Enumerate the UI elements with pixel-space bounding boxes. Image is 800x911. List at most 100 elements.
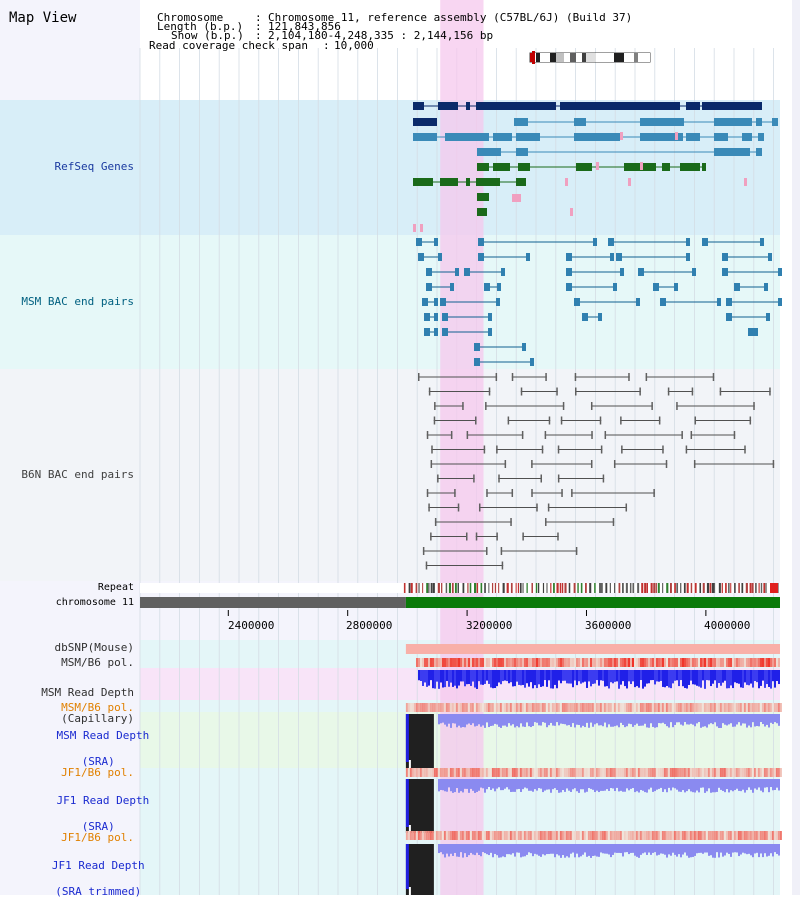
depth-bar-capillary xyxy=(586,670,588,688)
depth-bar-capillary xyxy=(728,670,730,689)
msm-pol-sra-heat-cell xyxy=(537,703,540,712)
msm-depth-sra-label[interactable]: MSM Read Depth (SRA) xyxy=(30,716,150,781)
msm-pol-sra-heat-cell xyxy=(481,703,484,712)
msm-pol-heat-cell xyxy=(464,658,466,667)
repeat-feature xyxy=(561,583,564,593)
jf1-pol-trim-heat-cell xyxy=(651,831,654,840)
jf1-pol-trim-heat-cell xyxy=(445,831,448,840)
msm-pol-heat-cell xyxy=(450,658,452,667)
depth-bar-sra xyxy=(562,844,564,856)
msm-pol-sra-heat-cell xyxy=(451,703,454,712)
msm-pol-sra-heat-cell xyxy=(463,703,466,712)
jf1-pol-trim-heat-cell xyxy=(751,831,754,840)
depth-bar-sra xyxy=(528,779,530,791)
depth-bar-sra xyxy=(446,844,448,854)
jf1-pol-heat-cell xyxy=(527,768,530,777)
ideogram-band xyxy=(576,53,582,62)
depth-bar-capillary xyxy=(608,670,610,689)
bac-end-marker xyxy=(488,328,492,336)
bac-end-marker xyxy=(608,238,614,246)
msm-pol-sra-heat-cell xyxy=(435,703,438,712)
b6n-bac-end-marker xyxy=(431,445,433,454)
jf1-pol-heat-cell xyxy=(453,768,456,777)
repeat-feature xyxy=(542,583,545,593)
depth-bar-sra xyxy=(405,844,409,889)
depth-bar-capillary xyxy=(532,670,534,689)
depth-bar-capillary xyxy=(744,670,746,683)
depth-bar-sra xyxy=(656,779,658,790)
repeat-feature xyxy=(474,583,477,593)
msm-pol-sra-heat-cell xyxy=(745,703,748,712)
gene-pink-feature xyxy=(596,162,599,170)
msm-pol-heat-cell xyxy=(638,658,640,667)
depth-bar-sra xyxy=(502,844,504,857)
jf1-depth-trim-label[interactable]: JF1 Read Depth (SRA trimmed) xyxy=(24,846,146,911)
depth-bar-sra xyxy=(698,844,700,853)
msm-pol-track-label[interactable]: MSM/B6 pol. xyxy=(61,656,134,669)
msm-pol-heat-cell xyxy=(576,658,578,667)
jf1-pol-heat-cell xyxy=(723,768,726,777)
dbsnp-track-label[interactable]: dbSNP(Mouse) xyxy=(54,641,134,654)
bac-end-marker xyxy=(496,298,500,306)
msm-pol-heat-cell xyxy=(542,658,544,667)
depth-bar-capillary xyxy=(584,670,586,682)
msm-pol-sra-heat-cell xyxy=(431,703,434,712)
msm-pol-sra-heat-cell xyxy=(519,703,522,712)
depth-bar-capillary xyxy=(778,670,780,685)
b6n-bac-end-marker xyxy=(561,489,563,497)
msm-pol-sra-heat-cell xyxy=(541,703,544,712)
depth-bar-sra xyxy=(774,779,776,790)
msm-depth-capillary-label[interactable]: MSM Read Depth (Capillary) xyxy=(15,673,134,738)
jf1-pol-heat-cell xyxy=(565,768,568,777)
msm-pol-sra-heat-cell xyxy=(609,703,612,712)
refseq-track-label[interactable]: RefSeq Genes xyxy=(54,160,134,173)
depth-bar-capillary xyxy=(522,670,524,685)
jf1-pol-trim-heat-cell xyxy=(553,831,556,840)
msm-pol-heat-cell xyxy=(662,658,664,667)
depth-bar-capillary xyxy=(528,670,530,687)
msm-pol-sra-heat-cell xyxy=(491,703,494,712)
repeat-feature xyxy=(426,583,429,593)
depth-bar-sra xyxy=(488,714,490,728)
depth-bar-sra xyxy=(548,844,550,855)
msm-pol-heat-cell xyxy=(692,658,694,667)
msm-pol-heat-cell xyxy=(470,658,472,667)
depth-bar-sra xyxy=(468,844,470,856)
jf1-pol-label[interactable]: JF1/B6 pol. xyxy=(61,766,134,779)
msm-pol-heat-cell xyxy=(612,658,614,667)
repeat-feature xyxy=(657,583,660,593)
msm-pol-heat-cell xyxy=(540,658,542,667)
depth-bar-sra xyxy=(526,844,528,855)
jf1-pol-heat-cell xyxy=(573,768,576,777)
b6n-bac-end-marker xyxy=(545,518,547,526)
b6n-bac-end-marker xyxy=(694,416,697,425)
depth-bar-sra xyxy=(516,714,518,727)
msm-pol-sra-heat-cell xyxy=(523,703,526,712)
depth-bar-sra xyxy=(522,779,524,790)
jf1-pol-trim-heat-cell xyxy=(563,831,566,840)
jf1-pol-trim-heat-cell xyxy=(643,831,646,840)
depth-bar-sra xyxy=(586,714,588,723)
jf1-pol-trim-label[interactable]: JF1/B6 pol. xyxy=(61,831,134,844)
depth-bar-sra xyxy=(738,779,740,791)
jf1-pol-trim-heat-cell xyxy=(639,831,642,840)
depth-bar-sra xyxy=(652,779,654,792)
depth-bar-sra xyxy=(696,779,698,791)
separator: : xyxy=(255,20,262,33)
msm-pol-sra-label[interactable]: MSM/B6 pol. xyxy=(61,701,134,714)
depth-bar-sra xyxy=(746,844,748,855)
depth-bar-capillary xyxy=(564,670,566,681)
b6n-bac-track-label[interactable]: B6N BAC end pairs xyxy=(21,468,134,481)
axis-tick-label: 3200000 xyxy=(466,619,513,632)
jf1-pol-heat-cell xyxy=(431,768,434,777)
jf1-pol-heat-cell xyxy=(585,768,588,777)
depth-bar-sra xyxy=(484,714,486,728)
bac-end-marker xyxy=(497,283,501,291)
jf1-depth-sra-label[interactable]: JF1 Read Depth (SRA) xyxy=(30,781,150,846)
jf1-pol-heat-cell xyxy=(495,768,498,777)
msm-pol-heat-cell xyxy=(476,658,478,667)
msm-bac-track-label[interactable]: MSM BAC end pairs xyxy=(21,295,134,308)
jf1-pol-trim-heat-cell xyxy=(697,831,700,840)
depth-bar-sra xyxy=(494,779,496,792)
jf1-pol-trim-heat-cell xyxy=(467,831,470,840)
